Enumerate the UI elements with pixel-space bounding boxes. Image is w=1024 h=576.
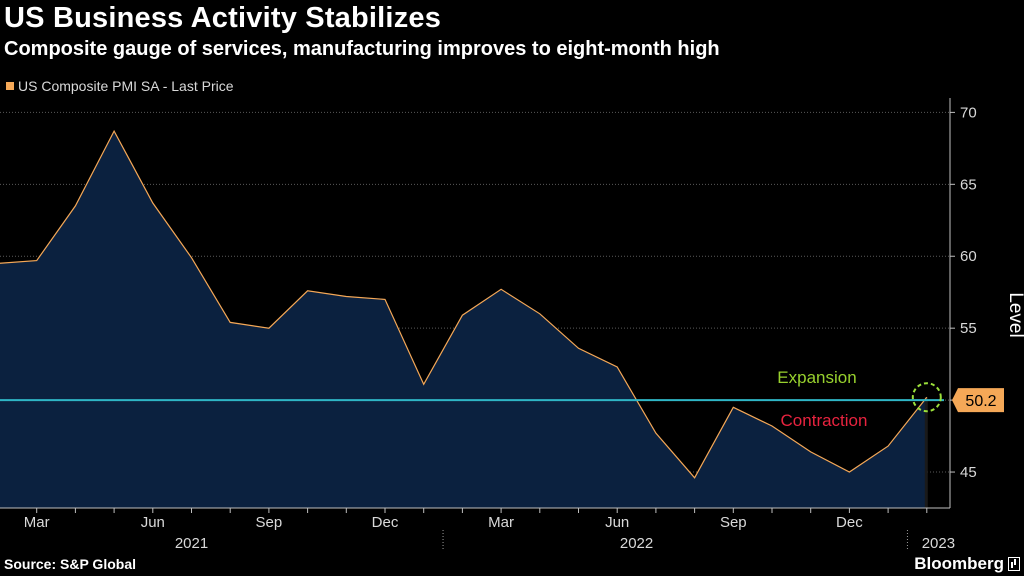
- x-tick-label: Mar: [488, 514, 514, 531]
- y-tick-label: 60: [960, 248, 977, 265]
- x-tick-label: Sep: [256, 514, 283, 531]
- x-tick-label: Jun: [141, 514, 165, 531]
- annotation-expansion: Expansion: [777, 368, 856, 387]
- annotation-contraction: Contraction: [781, 411, 868, 430]
- chart-subtitle: Composite gauge of services, manufacturi…: [4, 38, 720, 60]
- y-tick-label: 45: [960, 464, 977, 481]
- brand-logo-icon: [1008, 557, 1020, 571]
- y-tick-label: 70: [960, 104, 977, 121]
- chart-title: US Business Activity Stabilizes: [4, 2, 442, 34]
- last-point-highlight: [911, 382, 942, 413]
- last-value-label: 50.2: [965, 393, 996, 410]
- x-tick-label: Sep: [720, 514, 747, 531]
- x-year-label: 2022: [620, 535, 653, 552]
- y-tick-label: 55: [960, 320, 977, 337]
- legend: US Composite PMI SA - Last Price: [6, 78, 234, 94]
- brand-name: Bloomberg: [914, 554, 1004, 573]
- legend-swatch: [6, 82, 14, 90]
- y-axis-title: Level: [1005, 292, 1024, 337]
- x-tick-label: Jun: [605, 514, 629, 531]
- series-line: [0, 129, 928, 479]
- x-year-label: 2021: [175, 535, 208, 552]
- x-year-label: 2023: [922, 535, 955, 552]
- x-tick-label: Dec: [836, 514, 863, 531]
- last-value-band: [924, 397, 928, 508]
- x-tick-label: Dec: [372, 514, 399, 531]
- series-area: [0, 131, 927, 508]
- legend-label: US Composite PMI SA - Last Price: [18, 78, 234, 94]
- x-tick-label: Mar: [24, 514, 50, 531]
- y-tick-label: 65: [960, 176, 977, 193]
- brand: Bloomberg: [914, 554, 1020, 574]
- source-note: Source: S&P Global: [4, 556, 136, 572]
- last-value-tag: [952, 388, 1004, 413]
